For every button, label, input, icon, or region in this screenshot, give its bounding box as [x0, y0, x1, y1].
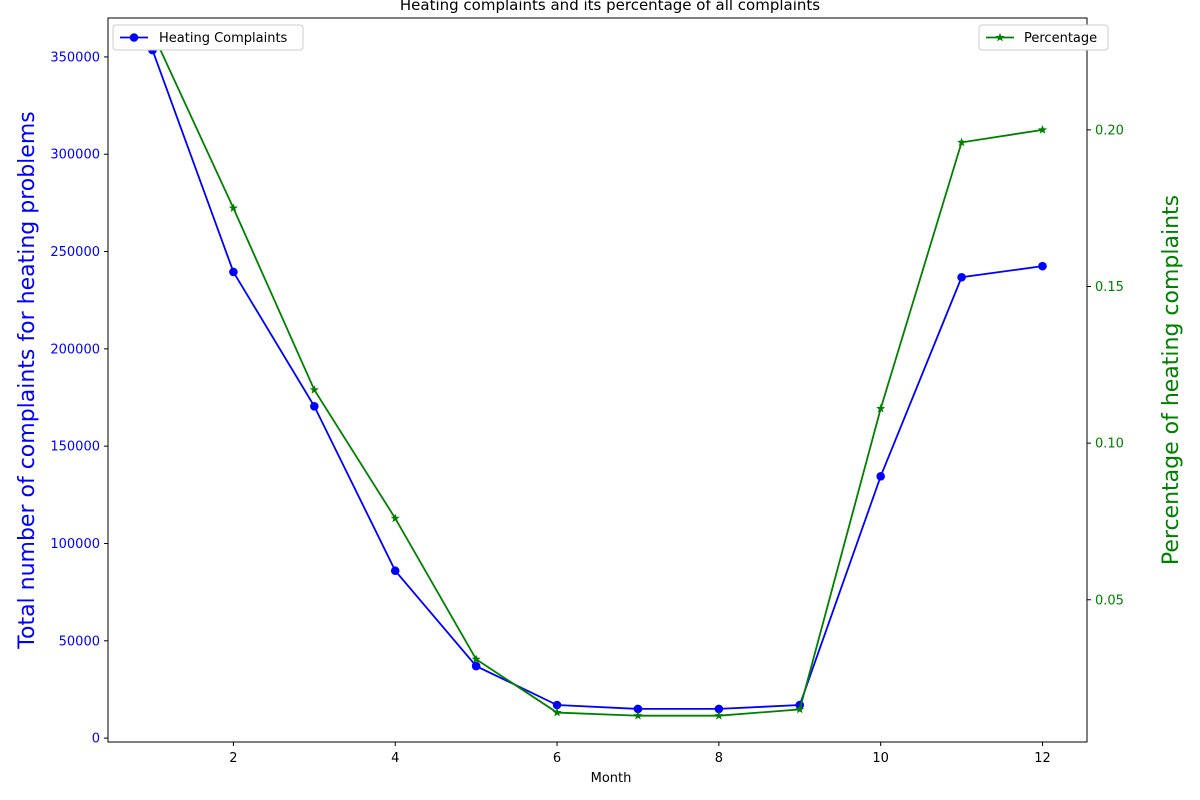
- y2-tick-label: 0.15: [1095, 280, 1124, 295]
- plot-border: [107, 17, 1088, 743]
- data-point: [471, 654, 481, 664]
- y2-axis-ticks: 0.05 0.10 0.15 0.20: [1087, 123, 1124, 608]
- legend-percentage-label: Percentage: [1024, 31, 1097, 46]
- x-tick-label: 2: [229, 751, 237, 766]
- data-point: [957, 137, 967, 147]
- y-tick-label: 100000: [50, 537, 100, 552]
- y-tick-label: 150000: [50, 440, 100, 455]
- series-line-0: [151, 49, 1043, 710]
- series-layer: [147, 27, 1048, 720]
- x-axis-label: Month: [591, 771, 632, 786]
- x-tick-label: 8: [715, 751, 723, 766]
- chart-title: Heating complaints and its percentage of…: [400, 0, 820, 14]
- x-tick-label: 12: [1034, 751, 1051, 766]
- y-tick-label: 300000: [50, 148, 100, 163]
- data-point: [1037, 125, 1048, 134]
- x-tick-label: 4: [391, 751, 399, 766]
- y-axis-label: Total number of complaints for heating p…: [15, 111, 40, 649]
- y2-tick-label: 0.05: [1095, 593, 1124, 608]
- y2-tick-label: 0.20: [1095, 123, 1124, 138]
- data-point: [714, 710, 724, 720]
- y2-axis-label: Percentage of heating complaints: [1159, 195, 1184, 565]
- series-line-1: [151, 32, 1043, 717]
- data-point: [390, 513, 400, 523]
- y-axis-ticks: 0 50000 100000 150000 200000 250000 300000 3500…: [50, 50, 108, 747]
- legend-percentage-marker: [995, 32, 1005, 42]
- legend-percentage-box: [978, 24, 1109, 51]
- data-point: [876, 403, 886, 413]
- y-tick-label: 250000: [50, 245, 100, 260]
- data-point: [552, 707, 562, 717]
- legend-heating-marker: [129, 33, 139, 42]
- data-point: [633, 710, 643, 720]
- y-tick-label: 200000: [50, 342, 100, 357]
- data-point: [310, 401, 319, 411]
- y2-tick-label: 0.10: [1095, 437, 1124, 452]
- plot-frame: [107, 17, 1088, 743]
- legend-heating-box: [112, 24, 304, 51]
- data-point: [229, 267, 238, 277]
- y-tick-label: 50000: [59, 634, 100, 649]
- y-tick-label: 350000: [50, 50, 100, 65]
- legend-percentage: Percentage: [978, 24, 1109, 51]
- data-point: [1038, 261, 1047, 271]
- x-axis-ticks: 2 4 6 8 10 12: [229, 742, 1051, 766]
- data-point: [795, 704, 805, 714]
- data-point: [876, 472, 885, 481]
- data-point: [309, 385, 319, 394]
- x-tick-label: 6: [553, 751, 561, 766]
- data-point: [714, 704, 724, 714]
- data-point: [228, 203, 238, 213]
- data-point: [633, 704, 643, 714]
- data-point: [471, 661, 481, 671]
- data-point: [390, 566, 400, 576]
- legend-heating: Heating Complaints: [112, 24, 304, 51]
- data-point: [552, 700, 562, 710]
- legend-heating-label: Heating Complaints: [159, 31, 288, 46]
- x-tick-label: 10: [872, 751, 889, 766]
- y-tick-label: 0: [92, 732, 100, 747]
- data-point: [957, 272, 966, 282]
